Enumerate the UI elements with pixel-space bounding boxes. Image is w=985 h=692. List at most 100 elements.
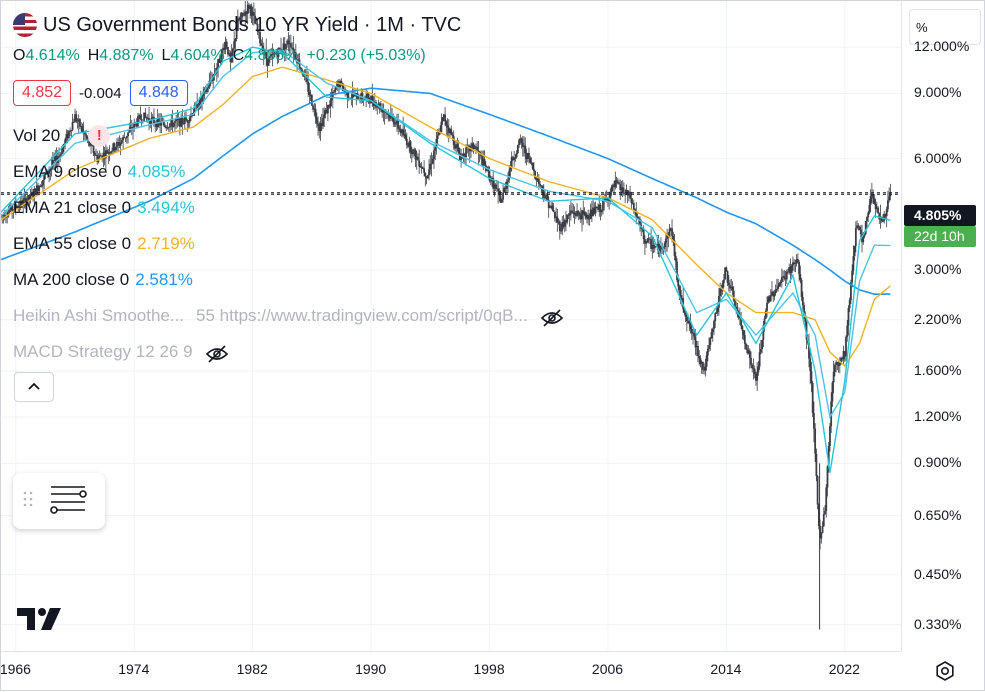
candle-body bbox=[718, 295, 720, 308]
candle-body bbox=[524, 145, 527, 154]
tradingview-logo-icon[interactable] bbox=[17, 605, 63, 633]
object-tree-button[interactable] bbox=[13, 473, 105, 529]
candle-body bbox=[64, 139, 67, 144]
candle-body bbox=[866, 217, 868, 222]
candle-body bbox=[410, 152, 413, 155]
symbol-title[interactable]: US Government Bonds 10 YR Yield · 1M · T… bbox=[43, 13, 462, 36]
candle-body bbox=[576, 210, 578, 216]
candle-body bbox=[689, 320, 692, 330]
candle-body bbox=[497, 188, 500, 191]
candle-body bbox=[709, 338, 712, 346]
hidden-eye-icon[interactable] bbox=[540, 308, 564, 327]
candle-body bbox=[155, 124, 158, 127]
candle-body bbox=[402, 129, 405, 136]
candle-body bbox=[651, 245, 654, 249]
candle-body bbox=[573, 212, 576, 215]
candle-body bbox=[856, 225, 858, 229]
candle-body bbox=[553, 211, 556, 219]
candle-body bbox=[204, 89, 207, 93]
candle-body bbox=[692, 332, 694, 334]
candle-body bbox=[568, 213, 571, 216]
candle-body bbox=[887, 200, 889, 210]
indicator-ema55-label: EMA 55 close 0 bbox=[13, 234, 132, 253]
candle-body bbox=[764, 310, 767, 319]
candle-body bbox=[706, 348, 709, 356]
percent-scale-button[interactable]: % bbox=[909, 9, 981, 45]
candle-body bbox=[792, 262, 794, 266]
candle-body bbox=[788, 266, 791, 272]
candle-body bbox=[423, 168, 426, 173]
time-axis[interactable] bbox=[1, 651, 901, 692]
candle-body bbox=[67, 131, 70, 139]
hidden-eye-icon[interactable] bbox=[205, 344, 229, 363]
candle-body bbox=[394, 123, 397, 125]
candle-body bbox=[217, 59, 220, 68]
indicator-macd[interactable]: MACD Strategy 12 26 9 bbox=[13, 342, 229, 363]
ask-button[interactable]: 4.848 bbox=[129, 80, 188, 106]
price-tick-label: 2.200% bbox=[914, 310, 962, 327]
indicator-vol[interactable]: Vol 20 ! bbox=[13, 125, 111, 147]
price-axis[interactable] bbox=[901, 1, 985, 651]
bid-button[interactable]: 4.852 bbox=[13, 80, 72, 106]
candle-body bbox=[436, 135, 439, 139]
warning-icon[interactable]: ! bbox=[88, 125, 111, 147]
candle-body bbox=[109, 151, 112, 154]
indicator-ma200[interactable]: MA 200 close 0 2.581% bbox=[13, 270, 193, 290]
candle-body bbox=[112, 143, 115, 151]
candle-body bbox=[43, 175, 46, 181]
candle-body bbox=[451, 134, 454, 137]
candle-body bbox=[523, 145, 525, 147]
candle-body bbox=[166, 127, 169, 129]
candle-body bbox=[28, 194, 31, 200]
candle-body bbox=[445, 121, 448, 126]
drag-handle-icon[interactable] bbox=[23, 489, 33, 514]
candle-body bbox=[736, 306, 739, 313]
candle-body bbox=[698, 355, 701, 359]
candle-body bbox=[676, 261, 678, 280]
candle-body bbox=[530, 162, 533, 164]
ohlc-row: O 4.614% H 4.887% L 4.604% C 4.805% +0.2… bbox=[13, 47, 426, 65]
candle-body bbox=[366, 93, 369, 97]
candle-body bbox=[309, 95, 312, 96]
indicator-ema55[interactable]: EMA 55 close 0 2.719% bbox=[13, 234, 195, 254]
indicator-ema21[interactable]: EMA 21 close 0 3.494% bbox=[13, 198, 195, 218]
candle-body bbox=[508, 170, 511, 180]
candle-body bbox=[540, 185, 543, 187]
candle-body bbox=[703, 369, 706, 371]
time-tick-label: 1982 bbox=[236, 661, 268, 677]
price-tick-label: 0.330% bbox=[914, 615, 962, 632]
candle-body bbox=[820, 533, 823, 539]
candle-body bbox=[85, 134, 88, 137]
candle-body bbox=[825, 487, 828, 511]
indicator-ema9[interactable]: EMA 9 close 0 4.085% bbox=[13, 162, 185, 182]
candle-body bbox=[503, 187, 506, 193]
candle-body bbox=[711, 329, 714, 333]
chart-settings-icon[interactable] bbox=[933, 659, 957, 683]
candle-body bbox=[417, 156, 419, 161]
candle-body bbox=[769, 295, 772, 302]
symbol-title-row[interactable]: US Government Bonds 10 YR Yield · 1M · T… bbox=[13, 13, 461, 37]
indicator-heikin[interactable]: Heikin Ashi Smoothe... 55 https://www.tr… bbox=[13, 306, 564, 327]
candle-body bbox=[597, 207, 599, 210]
candle-body bbox=[243, 14, 245, 16]
candle-body bbox=[842, 350, 845, 360]
candle-body bbox=[509, 168, 512, 171]
collapse-legend-button[interactable] bbox=[14, 372, 54, 402]
candle-body bbox=[678, 286, 681, 291]
candle-body bbox=[782, 276, 784, 278]
candle-body bbox=[726, 271, 729, 283]
candle-body bbox=[196, 103, 199, 110]
candle-body bbox=[102, 152, 105, 160]
candle-body bbox=[520, 138, 523, 143]
candle-body bbox=[245, 11, 248, 15]
candle-body bbox=[48, 171, 51, 174]
candle-body bbox=[547, 199, 550, 209]
candle-body bbox=[276, 53, 279, 57]
candle-body bbox=[273, 53, 276, 54]
candle-body bbox=[133, 122, 136, 128]
time-tick-label: 2006 bbox=[591, 661, 624, 677]
open-value: 4.614% bbox=[25, 47, 80, 64]
candle-body bbox=[767, 296, 770, 303]
